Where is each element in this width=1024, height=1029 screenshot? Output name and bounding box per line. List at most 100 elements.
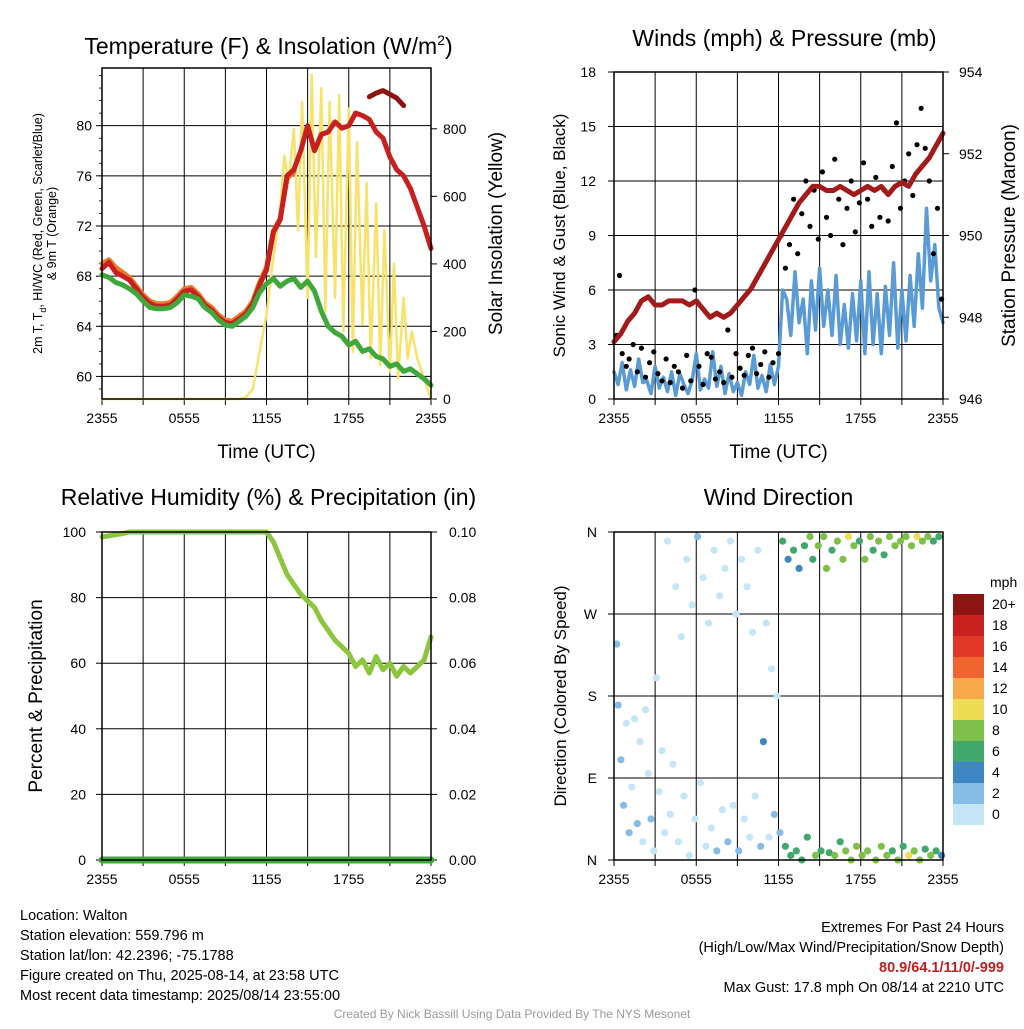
- y2-tick-label: 0.00: [449, 852, 476, 868]
- gust-point: [782, 265, 789, 271]
- direction-point: [875, 537, 883, 545]
- humidity-chart: 2355 0555 1155 1755 23550204060801000.000.02…: [26, 484, 476, 887]
- y-tick-label: 15: [580, 119, 596, 135]
- gust-point: [856, 200, 863, 206]
- gust-point: [684, 352, 690, 358]
- gust-point: [737, 365, 743, 371]
- gust-point: [679, 385, 686, 391]
- legend-swatch: [953, 804, 984, 825]
- legend-swatch: [953, 678, 984, 699]
- direction-point: [905, 851, 913, 860]
- direction-point: [839, 555, 847, 563]
- gust-point: [922, 145, 928, 151]
- direction-point: [617, 756, 625, 764]
- direction-point: [633, 820, 641, 828]
- direction-point: [757, 842, 765, 850]
- direction-point: [820, 533, 828, 541]
- direction-point: [729, 801, 737, 809]
- gust-point: [762, 349, 768, 355]
- y2-tick-label: 946: [959, 391, 983, 407]
- y2-tick-label: 954: [959, 64, 983, 80]
- direction-point: [716, 592, 724, 600]
- direction-point: [842, 847, 850, 855]
- direction-point: [902, 533, 910, 541]
- direction-point: [677, 633, 685, 641]
- gust-point: [619, 351, 625, 357]
- y-tick-label: 76: [76, 168, 92, 184]
- direction-point: [661, 829, 669, 837]
- gust-point: [733, 351, 739, 357]
- x-tick-label: 2355: [86, 410, 117, 426]
- direction-point: [817, 847, 825, 855]
- direction-point: [907, 542, 916, 550]
- direction-point: [636, 738, 644, 746]
- direction-point: [935, 533, 943, 541]
- x-tick-label: 2355: [927, 871, 958, 887]
- legend-swatch: [953, 762, 984, 783]
- x-tick-label: 0555: [681, 410, 712, 426]
- gust-point: [634, 369, 640, 375]
- gust-point: [766, 374, 772, 380]
- gust-point: [893, 120, 900, 126]
- gust-point: [700, 381, 706, 388]
- direction-point: [779, 537, 787, 545]
- gust-point: [696, 363, 702, 369]
- direction-point: [732, 610, 740, 618]
- direction-point: [861, 555, 869, 563]
- direction-point: [669, 760, 677, 768]
- y2-tick-label: 0.08: [449, 590, 476, 606]
- gust-point: [708, 354, 714, 360]
- gust-point: [721, 380, 727, 386]
- gust-point: [930, 251, 937, 257]
- gust-point: [725, 327, 731, 333]
- wdir-title: Wind Direction: [704, 484, 854, 510]
- gust-point: [671, 363, 677, 369]
- gust-point: [926, 178, 932, 184]
- gust-point: [642, 374, 649, 380]
- gust-point: [786, 242, 793, 248]
- y2-tick-label: 0.10: [449, 524, 476, 540]
- direction-point: [910, 847, 918, 855]
- y2-tick-label: 400: [443, 256, 467, 272]
- direction-point: [929, 537, 938, 545]
- gust-point: [799, 211, 805, 217]
- y2-tick-label: 0.06: [449, 655, 476, 671]
- direction-point: [765, 833, 773, 841]
- x-tick-label: 1755: [845, 871, 876, 887]
- legend-swatch: [953, 657, 984, 678]
- gust-point: [770, 360, 776, 366]
- gust-point: [758, 361, 764, 368]
- direction-point: [825, 849, 833, 857]
- extremes-values: 80.9/64.1/11/0/-999: [879, 960, 1004, 976]
- direction-point: [822, 564, 831, 573]
- direction-point: [705, 619, 713, 627]
- direction-point: [762, 619, 770, 627]
- gust-point: [828, 232, 834, 239]
- y-tick-label: 3: [588, 337, 596, 353]
- gust-point: [630, 341, 636, 348]
- direction-point: [699, 574, 707, 582]
- gust-point: [869, 223, 875, 229]
- gust-point: [840, 242, 846, 248]
- direction-point: [650, 847, 658, 855]
- plot-border: [613, 531, 944, 861]
- y-tick-label: 60: [76, 368, 92, 384]
- gust-point: [910, 192, 916, 199]
- direction-point: [918, 537, 927, 545]
- direction-point: [688, 601, 696, 609]
- direction-point: [751, 792, 759, 800]
- legend-label: 4: [992, 764, 1000, 780]
- y2-tick-label: 600: [443, 188, 467, 204]
- legend-swatch: [953, 741, 984, 762]
- legend-label: 10: [992, 701, 1008, 717]
- gust-point: [819, 169, 826, 175]
- direction-point: [713, 847, 721, 855]
- gust-point: [918, 105, 924, 111]
- y-tick-label: W: [584, 606, 598, 622]
- gust-point: [729, 374, 735, 380]
- location-text: Location: Walton: [20, 908, 128, 924]
- x-tick-label: 2355: [415, 871, 446, 887]
- temp-title: Temperature (F) & Insolation (W/m2): [84, 32, 452, 59]
- gust-point: [836, 196, 842, 202]
- elevation-text: Station elevation: 559.796 m: [20, 928, 204, 944]
